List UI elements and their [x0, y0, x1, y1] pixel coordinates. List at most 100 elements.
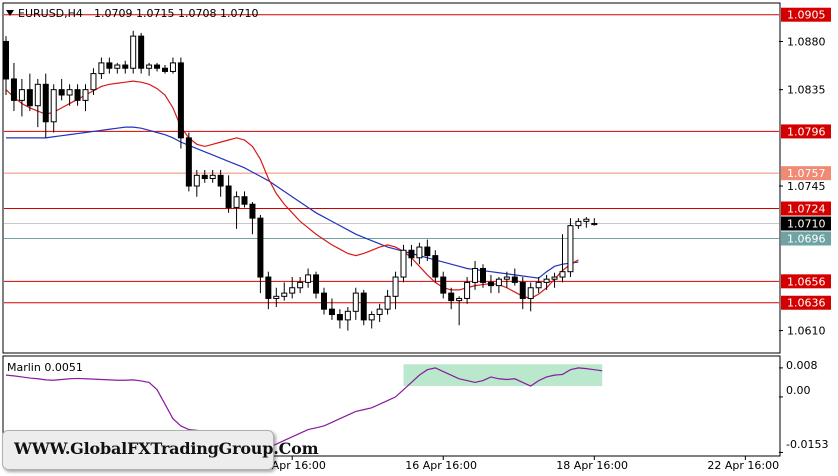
- candle-body: [519, 281, 526, 299]
- oscillator-axis: [779, 367, 783, 453]
- candle-body: [456, 297, 463, 302]
- ohlc-readout: 1.0709 1.0715 1.0708 1.0710: [94, 7, 258, 20]
- candle-body: [169, 62, 176, 72]
- candle-body: [313, 274, 320, 294]
- candle-body: [82, 89, 89, 101]
- candle-body: [400, 249, 407, 278]
- osc-tick-zero: 0.00: [786, 384, 811, 397]
- level-tag-text-1.0724: 1.0724: [787, 203, 826, 216]
- watermark-box: [2, 430, 274, 470]
- level-tag-1.0724: [781, 201, 831, 216]
- candle-body: [249, 203, 256, 219]
- candle-body: [154, 64, 161, 69]
- level-tag-text-1.0757: 1.0757: [787, 167, 826, 180]
- current-price-text: 1.0710: [787, 218, 826, 231]
- candle-body: [511, 276, 518, 283]
- time-axis: 12 Apr 16:00 16 Apr 16:00 18 Apr 16:00 22 A…: [254, 456, 779, 472]
- candle-body: [567, 225, 574, 273]
- candle-body: [487, 281, 494, 287]
- candle-body: [201, 174, 208, 180]
- candle-body: [10, 78, 17, 101]
- candle-body: [575, 220, 582, 227]
- level-tag-text-1.0905: 1.0905: [787, 9, 826, 22]
- indicator-label: Marlin 0.0051: [7, 361, 83, 374]
- level-tag-1.0656: [781, 274, 831, 289]
- candle-body: [289, 287, 296, 294]
- price-tick-label: 1.0880: [787, 35, 826, 48]
- candle-body: [209, 174, 216, 180]
- candle-body: [464, 281, 471, 299]
- candle-body: [273, 295, 280, 299]
- candle-body: [360, 292, 367, 321]
- candle-body: [328, 308, 335, 316]
- time-tick-label: 22 Apr 16:00: [707, 459, 779, 472]
- time-tick-label: 18 Apr 16:00: [556, 459, 628, 472]
- candle-body: [352, 292, 359, 312]
- level-tag-text-1.0656: 1.0656: [787, 275, 826, 288]
- candle-body: [535, 281, 542, 289]
- candle-body: [193, 174, 200, 187]
- candle-body: [440, 276, 447, 294]
- candle-body: [495, 278, 502, 287]
- candle-body: [74, 89, 81, 101]
- candle-body: [559, 271, 566, 278]
- candle-body: [3, 40, 9, 80]
- candle-body: [217, 174, 224, 187]
- symbol-label: EURUSD,H4: [18, 7, 83, 20]
- candle-body: [527, 287, 534, 299]
- candle-body: [368, 314, 375, 321]
- osc-tick-bottom: -0.0153: [786, 438, 828, 451]
- candle-body: [58, 89, 65, 96]
- price-axis: 1.0905 1.0796 1.0757 1.0724 1.0696 1.0656 1.06…: [779, 7, 831, 338]
- candle-body: [34, 83, 41, 107]
- candle-body: [392, 276, 399, 297]
- candles: [3, 30, 598, 331]
- candle-body: [146, 64, 153, 69]
- candle-body: [551, 276, 558, 280]
- chart-menu-triangle-icon[interactable]: [6, 10, 14, 16]
- candle-body: [177, 62, 184, 139]
- candle-body: [472, 267, 479, 283]
- candle-body: [265, 276, 272, 299]
- candle-body: [424, 246, 431, 257]
- horizontal-levels: [4, 14, 779, 304]
- candle-body: [122, 64, 129, 69]
- current-price-tag: [781, 216, 831, 231]
- candle-body: [503, 276, 510, 280]
- candle-body: [408, 249, 415, 259]
- candle-body: [543, 278, 550, 283]
- osc-highlight-rect: [403, 364, 603, 387]
- candle-body: [162, 67, 168, 72]
- watermark-text: WWW.GlobalFXTradingGroup.Com: [14, 439, 319, 458]
- price-tick-label: 1.0835: [787, 84, 826, 97]
- level-tag-text-1.0636: 1.0636: [787, 297, 826, 310]
- candle-body: [257, 217, 264, 278]
- candle-body: [50, 89, 57, 123]
- candle-body: [138, 35, 145, 69]
- candle-body: [480, 267, 486, 283]
- level-tag-1.0636: [781, 295, 831, 310]
- time-tick-label: 16 Apr 16:00: [405, 459, 477, 472]
- candle-body: [241, 196, 248, 205]
- candle-body: [321, 292, 327, 310]
- candle-body: [305, 274, 312, 283]
- main-panel: [2, 2, 781, 354]
- candle-body: [98, 62, 105, 75]
- candle-body: [432, 255, 439, 278]
- candle-body: [583, 218, 590, 222]
- level-tag-1.0905: [781, 7, 831, 22]
- candle-body: [185, 137, 192, 187]
- candle-body: [114, 64, 121, 69]
- candle-body: [225, 185, 232, 208]
- oscillator: [5, 367, 603, 449]
- candle-body: [344, 310, 351, 321]
- candle-body: [416, 246, 423, 259]
- candle-body: [297, 281, 304, 289]
- candle-body: [384, 295, 391, 310]
- price-tick-label: 1.0610: [787, 325, 826, 338]
- candle-body: [281, 292, 288, 297]
- candle-body: [448, 292, 455, 302]
- candle-body: [26, 89, 33, 107]
